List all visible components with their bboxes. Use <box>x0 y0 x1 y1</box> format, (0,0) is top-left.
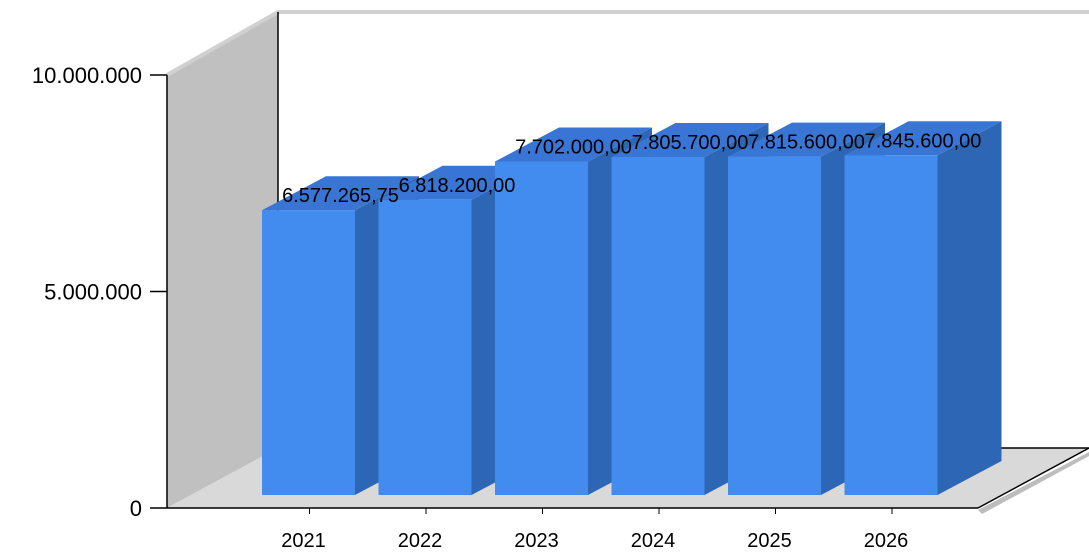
x-axis-labels: 2021 2022 2023 2024 2025 2026 <box>281 508 908 552</box>
data-label: 6.577.265,75 <box>282 185 399 207</box>
bar-top <box>611 123 769 158</box>
y-axis-ticks: 0 5.000.000 10.000.000 <box>32 63 167 521</box>
bar-side <box>937 121 1002 495</box>
bar-top <box>844 121 1002 156</box>
bar <box>262 210 355 495</box>
bar-top <box>728 122 885 157</box>
bar-top <box>495 127 652 162</box>
bar <box>611 157 705 495</box>
y-tick-label: 0 <box>130 496 142 521</box>
data-label: 7.702.000,00 <box>515 137 632 159</box>
back-wall <box>167 12 278 508</box>
bars-group <box>262 121 1002 496</box>
bar <box>495 161 588 495</box>
x-tick-label: 2026 <box>864 530 909 552</box>
data-label: 7.805.700,00 <box>632 132 749 154</box>
x-tick-label: 2021 <box>281 530 326 552</box>
data-labels: 6.577.265,75 6.818.200,00 7.702.000,00 7.80… <box>282 130 981 207</box>
data-label: 7.815.600,00 <box>748 132 865 154</box>
floor-edge-shadow <box>978 452 1089 514</box>
top-wall-edge <box>166 10 1089 77</box>
bar <box>378 199 472 495</box>
x-tick-label: 2022 <box>398 530 443 552</box>
data-label: 7.845.600,00 <box>865 130 982 152</box>
bar <box>728 156 821 495</box>
x-tick-label: 2024 <box>631 530 676 552</box>
x-tick-label: 2025 <box>747 530 792 552</box>
bar <box>844 155 938 495</box>
data-label: 6.818.200,00 <box>399 175 516 197</box>
bar-top <box>262 176 419 211</box>
floor-right-edge <box>977 447 1089 509</box>
x-tick-label: 2023 <box>514 530 559 552</box>
y-tick-label: 10.000.000 <box>32 63 142 88</box>
y-tick-label: 5.000.000 <box>44 280 142 305</box>
